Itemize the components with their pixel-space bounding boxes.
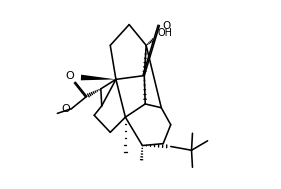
Text: O: O xyxy=(65,71,74,81)
Text: O: O xyxy=(61,104,70,114)
Text: O: O xyxy=(162,22,171,31)
Text: OH: OH xyxy=(158,28,173,38)
Polygon shape xyxy=(81,75,116,80)
